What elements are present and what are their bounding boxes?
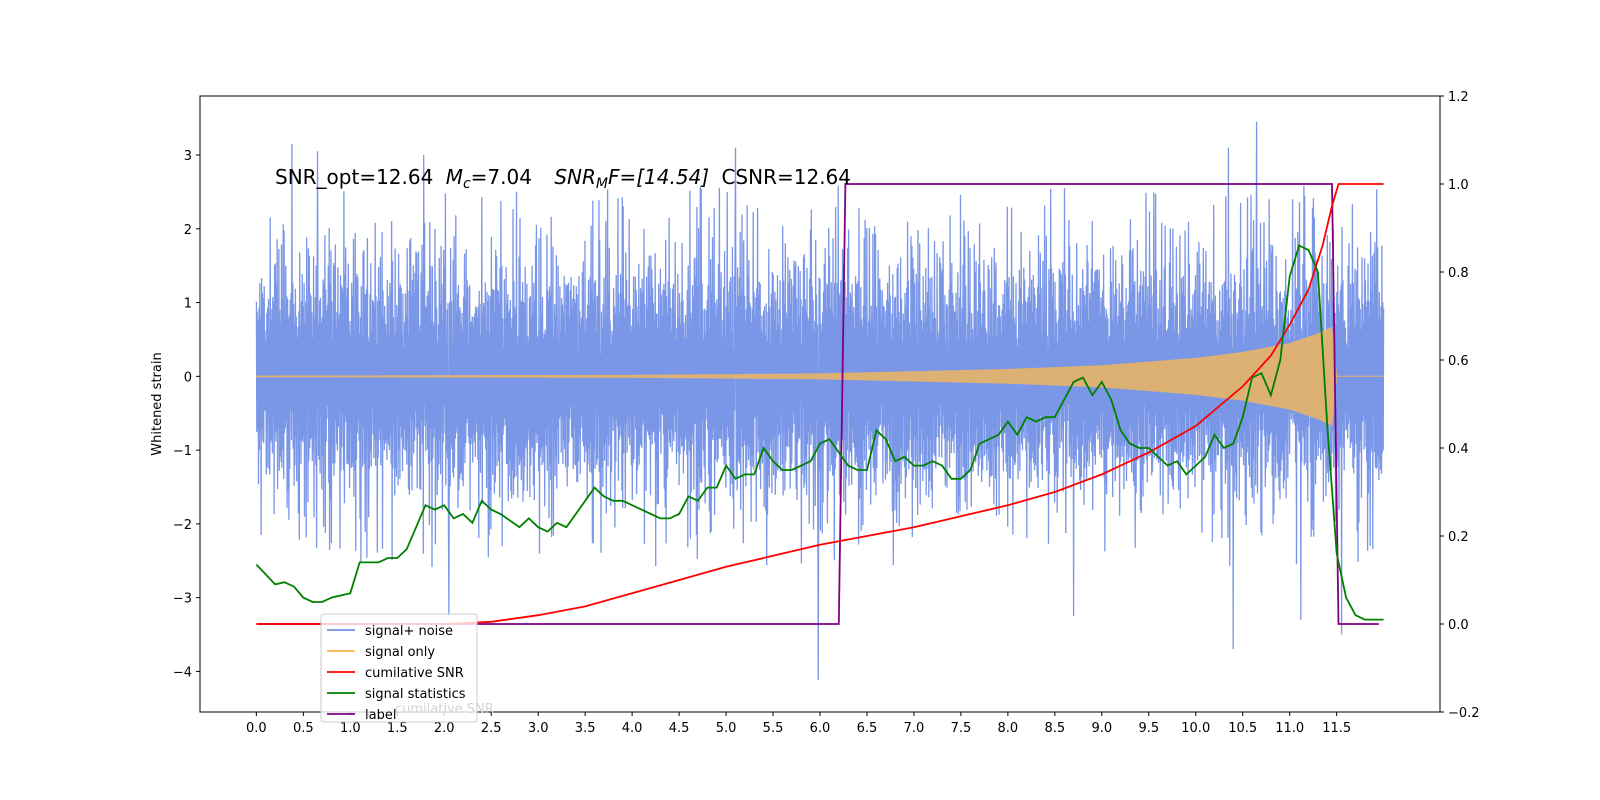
y-tick-label: −1 — [173, 444, 192, 459]
x-tick-label: 10.0 — [1181, 721, 1210, 736]
x-tick-label: 6.5 — [857, 721, 878, 736]
y-tick-label: −4 — [173, 665, 192, 680]
y-right-tick-label: 0.2 — [1448, 530, 1469, 545]
x-tick-label: 3.0 — [528, 721, 549, 736]
x-tick-label: 5.5 — [763, 721, 784, 736]
x-tick-label: 8.5 — [1045, 721, 1066, 736]
x-tick-label: 4.0 — [622, 721, 643, 736]
plot-area — [255, 121, 1385, 681]
x-tick-label: 6.0 — [810, 721, 831, 736]
legend: cumilative SNR signal+ noise signal only c… — [320, 613, 494, 723]
legend-label: signal statistics — [365, 687, 466, 702]
x-tick-label: 1.5 — [387, 721, 408, 736]
y-axis-right: 1.2 1.0 0.8 0.6 0.4 0.2 0.0 −0.2 — [1440, 90, 1480, 721]
legend-underlay-text: cumilative SNR — [395, 702, 494, 717]
y-tick-label: 2 — [184, 223, 192, 238]
title-csnr: CSNR=12.64 — [721, 165, 851, 189]
y-right-tick-label: 1.2 — [1448, 90, 1469, 105]
y-tick-label: 3 — [184, 149, 192, 164]
x-tick-label: 9.5 — [1138, 721, 1159, 736]
title-snrmf-symbol: SNR — [554, 165, 596, 189]
chart-title: SNR_opt=12.64 Mc=7.04 SNRMF=[14.54] CSNR… — [275, 165, 851, 192]
title-mc-sub: c — [463, 176, 471, 192]
x-tick-label: 3.5 — [575, 721, 596, 736]
legend-label: cumilative SNR — [365, 666, 464, 681]
y-axis-title: Whitened strain — [150, 352, 165, 455]
y-tick-label: 0 — [184, 370, 192, 385]
x-tick-label: 9.0 — [1091, 721, 1112, 736]
x-tick-label: 11.5 — [1322, 721, 1351, 736]
x-tick-label: 2.0 — [434, 721, 455, 736]
x-tick-label: 8.0 — [998, 721, 1019, 736]
legend-label: label — [365, 708, 396, 723]
y-tick-label: −2 — [173, 518, 192, 533]
series-signal-only-line — [255, 326, 1384, 426]
x-tick-label: 1.0 — [340, 721, 361, 736]
y-right-tick-label: 0.0 — [1448, 618, 1469, 633]
x-tick-label: 2.5 — [481, 721, 502, 736]
legend-label: signal+ noise — [365, 624, 453, 639]
x-tick-label: 5.0 — [716, 721, 737, 736]
y-axis-left: 3 2 1 0 −1 −2 −3 −4 — [173, 149, 200, 680]
title-snr-opt: SNR_opt=12.64 — [275, 165, 433, 189]
series-signal-statistics-line — [255, 244, 1384, 621]
x-tick-label: 0.5 — [293, 721, 314, 736]
y-tick-label: 1 — [184, 297, 192, 312]
x-tick-label: 7.5 — [951, 721, 972, 736]
y-right-tick-label: 0.8 — [1448, 266, 1469, 281]
x-axis: 0.0 0.5 1.0 1.5 2.0 2.5 3.0 3.5 4.0 4.5 5.0 5.5 6.0 6… — [246, 712, 1351, 736]
x-tick-label: 7.0 — [904, 721, 925, 736]
title-mc-value: =7.04 — [471, 165, 532, 189]
title-snrmf-sub: M — [596, 176, 608, 192]
legend-label: signal only — [365, 645, 435, 660]
title-snrmf-value: F=[14.54] — [608, 165, 709, 189]
y-tick-label: −3 — [173, 592, 192, 607]
x-tick-label: 4.5 — [669, 721, 690, 736]
legend-box — [320, 613, 478, 723]
x-tick-label: 10.5 — [1228, 721, 1257, 736]
y-right-tick-label: 0.4 — [1448, 442, 1469, 457]
y-right-tick-label: 1.0 — [1448, 178, 1469, 193]
y-right-tick-label: −0.2 — [1448, 706, 1480, 721]
x-tick-label: 11.0 — [1275, 721, 1304, 736]
y-right-tick-label: 0.6 — [1448, 354, 1469, 369]
x-tick-label: 0.0 — [246, 721, 267, 736]
series-cumulative-snr-line — [256, 183, 1384, 625]
title-mc-symbol: M — [446, 165, 463, 189]
series-label-line — [256, 183, 1379, 625]
